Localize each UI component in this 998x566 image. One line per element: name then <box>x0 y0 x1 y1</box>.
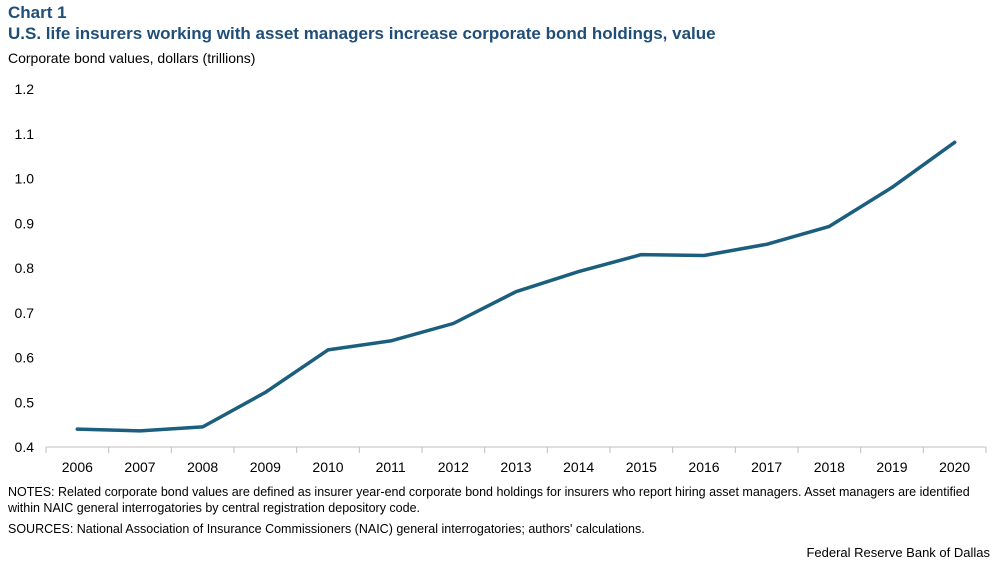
x-tick-label: 2013 <box>500 459 531 475</box>
data-point <box>827 224 831 228</box>
y-tick-label: 0.8 <box>15 260 35 276</box>
x-axis-ticks: 2006 2007 2008 2009 2010 2011 2012 2013 2014 2015… <box>62 459 971 475</box>
data-point <box>765 242 769 246</box>
data-points <box>75 140 957 433</box>
series-line <box>75 140 957 433</box>
x-tick-label: 2009 <box>250 459 281 475</box>
y-tick-label: 0.6 <box>15 350 35 366</box>
y-axis-ticks: 0.4 0.5 0.6 0.7 0.8 0.9 1.0 1.1 1.2 <box>15 81 35 455</box>
data-point <box>389 339 393 343</box>
chart-title: U.S. life insurers working with asset ma… <box>8 24 716 43</box>
data-point <box>201 425 205 429</box>
data-point <box>953 140 957 144</box>
x-tick-label: 2018 <box>814 459 845 475</box>
chart-notes: NOTES: Related corporate bond values are… <box>8 485 970 515</box>
y-tick-label: 0.5 <box>15 394 35 410</box>
data-point <box>514 290 518 294</box>
data-point <box>138 429 142 433</box>
data-point <box>577 270 581 274</box>
data-point <box>263 390 267 394</box>
x-tick-label: 2010 <box>312 459 343 475</box>
data-point <box>702 253 706 257</box>
y-tick-label: 0.4 <box>15 439 35 455</box>
y-tick-label: 0.7 <box>15 305 35 321</box>
y-tick-label: 1.0 <box>15 171 35 187</box>
x-axis-tick-marks <box>45 447 987 453</box>
x-tick-label: 2006 <box>62 459 93 475</box>
x-tick-label: 2016 <box>688 459 719 475</box>
source-credit: Federal Reserve Bank of Dallas <box>806 545 990 560</box>
x-tick-label: 2019 <box>876 459 907 475</box>
x-tick-label: 2008 <box>187 459 218 475</box>
data-point <box>326 348 330 352</box>
chart-sources: SOURCES: National Association of Insuran… <box>8 522 645 536</box>
x-tick-label: 2011 <box>376 459 406 475</box>
x-tick-label: 2017 <box>751 459 782 475</box>
chart-number: Chart 1 <box>8 3 67 22</box>
data-point <box>451 321 455 325</box>
x-tick-label: 2015 <box>626 459 657 475</box>
line-chart: 0.4 0.5 0.6 0.7 0.8 0.9 1.0 1.1 1.2 2006 2007 2008… <box>15 81 987 475</box>
data-point <box>890 185 894 189</box>
data-point <box>639 253 643 257</box>
data-point <box>75 427 79 431</box>
x-tick-label: 2012 <box>438 459 469 475</box>
x-tick-label: 2020 <box>939 459 970 475</box>
x-tick-label: 2007 <box>124 459 155 475</box>
y-tick-label: 0.9 <box>15 215 35 231</box>
y-tick-label: 1.1 <box>15 126 35 142</box>
y-tick-label: 1.2 <box>15 81 35 97</box>
x-tick-label: 2014 <box>563 459 594 475</box>
chart-subtitle: Corporate bond values, dollars (trillion… <box>8 50 256 66</box>
